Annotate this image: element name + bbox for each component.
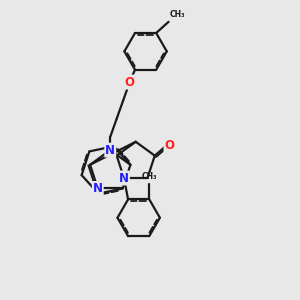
Text: CH₃: CH₃ (170, 10, 185, 19)
Text: CH₃: CH₃ (142, 172, 157, 181)
Text: N: N (119, 172, 129, 184)
Text: N: N (93, 182, 103, 195)
Text: O: O (125, 76, 135, 88)
Text: N: N (105, 144, 115, 157)
Text: O: O (164, 139, 175, 152)
